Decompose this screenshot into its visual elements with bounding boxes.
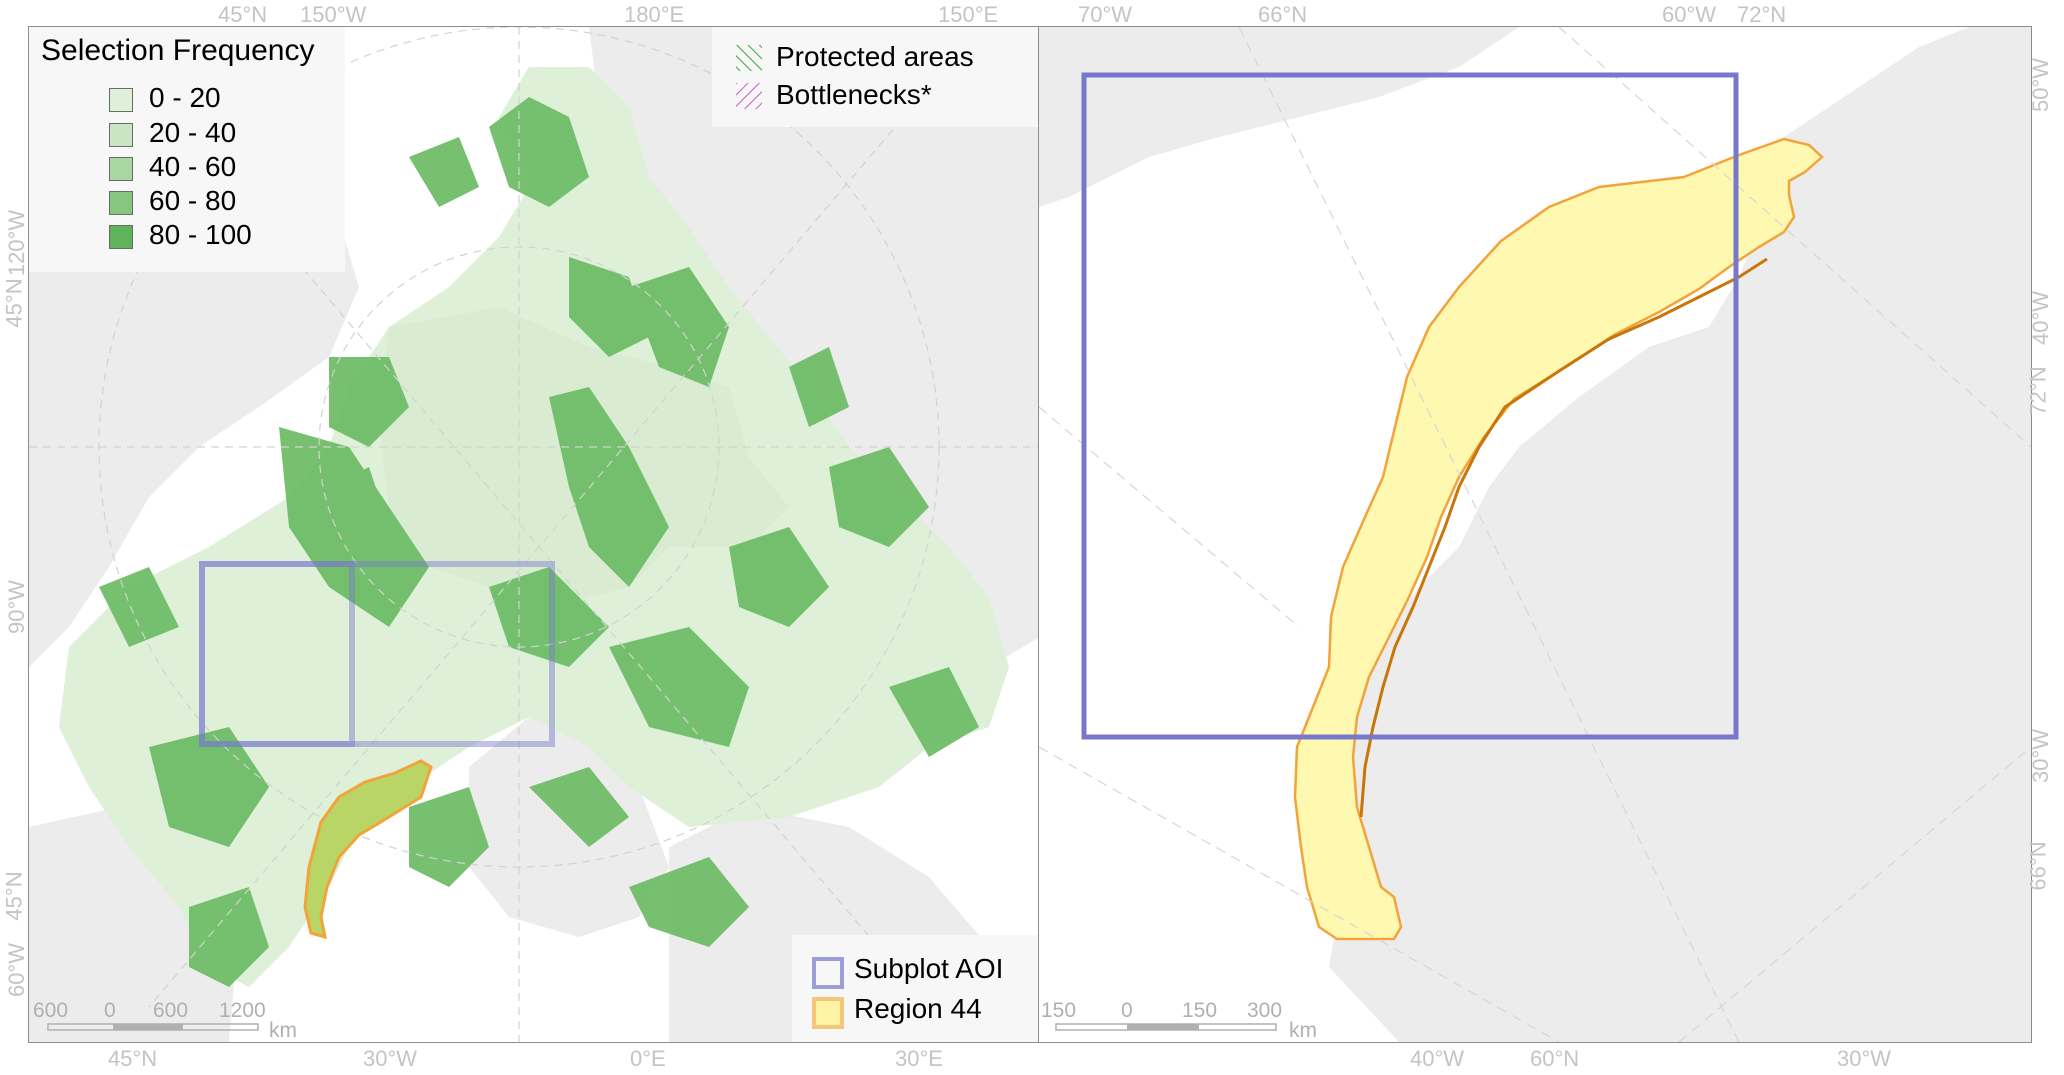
scale-bar [47, 1023, 259, 1031]
scale-tick-1: 0 [1121, 999, 1133, 1022]
subplot-aoi-box [199, 561, 555, 747]
selection-high-patches [99, 97, 979, 987]
left-side-label-1: 45°N [1, 278, 27, 328]
selection-frequency-legend: Selection Frequency 0 - 20 20 - 40 40 - … [29, 27, 345, 272]
scale-tick-2: 150 [1182, 999, 1218, 1022]
baffin-land [1039, 27, 1519, 207]
left-map-panel: Selection Frequency 0 - 20 20 - 40 40 - … [28, 26, 1058, 1043]
left-top-label-1: 150°W [300, 2, 367, 27]
legend-swatch-4 [109, 225, 133, 249]
right-top-label-0: 70°W [1078, 2, 1133, 27]
legend-title: Selection Frequency [41, 34, 315, 67]
left-side-label-4: 60°W [4, 942, 30, 998]
legend-label-2: 40 - 60 [149, 151, 237, 182]
legend-swatch-1 [109, 123, 133, 147]
left-top-label-3: 150°E [938, 2, 999, 27]
legend-label-3: 60 - 80 [149, 185, 237, 216]
left-side-label-2: 90°W [4, 579, 30, 635]
region-44-swatch [812, 997, 844, 1029]
legend-swatch-3 [109, 191, 133, 215]
greenland-land [1329, 27, 2031, 1042]
graticule-circle-inner [318, 246, 720, 648]
bottlenecks-swatch [736, 83, 762, 109]
right-top-label-2: 60°W [1662, 2, 1717, 27]
scale-tick-0: 600 [33, 999, 69, 1022]
bottlenecks-label: Bottlenecks* [776, 79, 932, 110]
right-side-label-0: 50°W [2028, 57, 2054, 113]
subplot-aoi-swatch [812, 957, 844, 989]
scale-tick-2: 600 [153, 999, 189, 1022]
subplot-aoi-box [199, 561, 355, 747]
left-top-label-0: 45°N [218, 2, 268, 27]
right-map-panel: 150 0 150 300 km [1038, 26, 2032, 1043]
left-side-label-0: 120°W [4, 209, 30, 277]
legend-label-4: 80 - 100 [149, 219, 252, 250]
left-bottom-label-2: 0°E [630, 1046, 666, 1071]
right-bottom-label-2: 30°W [1837, 1046, 1892, 1071]
right-side-label-3: 30°W [2028, 728, 2054, 784]
region-44-outline [303, 759, 433, 940]
right-bottom-label-1: 60°N [1530, 1046, 1580, 1071]
region-44-label: Region 44 [854, 993, 982, 1024]
left-bottom-label-3: 30°E [895, 1046, 943, 1071]
scale-tick-3: 300 [1247, 999, 1283, 1022]
right-top-label-3: 72°N [1737, 2, 1787, 27]
graticule-circle-outer [98, 27, 940, 868]
scale-tick-1: 0 [104, 999, 116, 1022]
eurasia-land [589, 27, 1057, 667]
left-bottom-label-0: 45°N [108, 1046, 158, 1071]
left-bottom-label-1: 30°W [363, 1046, 418, 1071]
right-side-label-2: 72°N [2025, 366, 2051, 416]
scale-unit: km [1289, 1019, 1317, 1042]
legend-label-1: 20 - 40 [149, 117, 237, 148]
subplot-aoi-box [1081, 72, 1739, 740]
aoi-legend: Subplot AOI Region 44 [792, 935, 1057, 1042]
right-top-label-1: 66°N [1258, 2, 1308, 27]
right-bottom-label-0: 40°W [1410, 1046, 1465, 1071]
right-map-canvas [1039, 27, 2031, 1042]
region-44-coast [1359, 257, 1768, 818]
subplot-aoi-label: Subplot AOI [854, 953, 1004, 984]
scale-tick-3: 1200 [219, 999, 266, 1022]
protected-areas-swatch [736, 45, 762, 71]
legend-swatch-0 [109, 88, 133, 112]
scale-unit: km [269, 1019, 297, 1042]
overlay-legend: Protected areas Bottlenecks* [712, 27, 1057, 127]
scale-tick-0: 150 [1041, 999, 1077, 1022]
graticule-lines [1039, 27, 2031, 1042]
left-top-label-2: 180°E [624, 2, 685, 27]
right-side-label-4: 66°N [2025, 841, 2051, 891]
protected-areas-label: Protected areas [776, 41, 974, 72]
right-side-label-1: 40°W [2028, 290, 2054, 346]
region-44-polygon [1293, 137, 1824, 941]
legend-swatch-2 [109, 157, 133, 181]
left-side-label-3: 45°N [1, 871, 27, 921]
legend-label-0: 0 - 20 [149, 82, 221, 113]
graticule-lines [29, 27, 1057, 1042]
scale-bar [1055, 1023, 1277, 1031]
